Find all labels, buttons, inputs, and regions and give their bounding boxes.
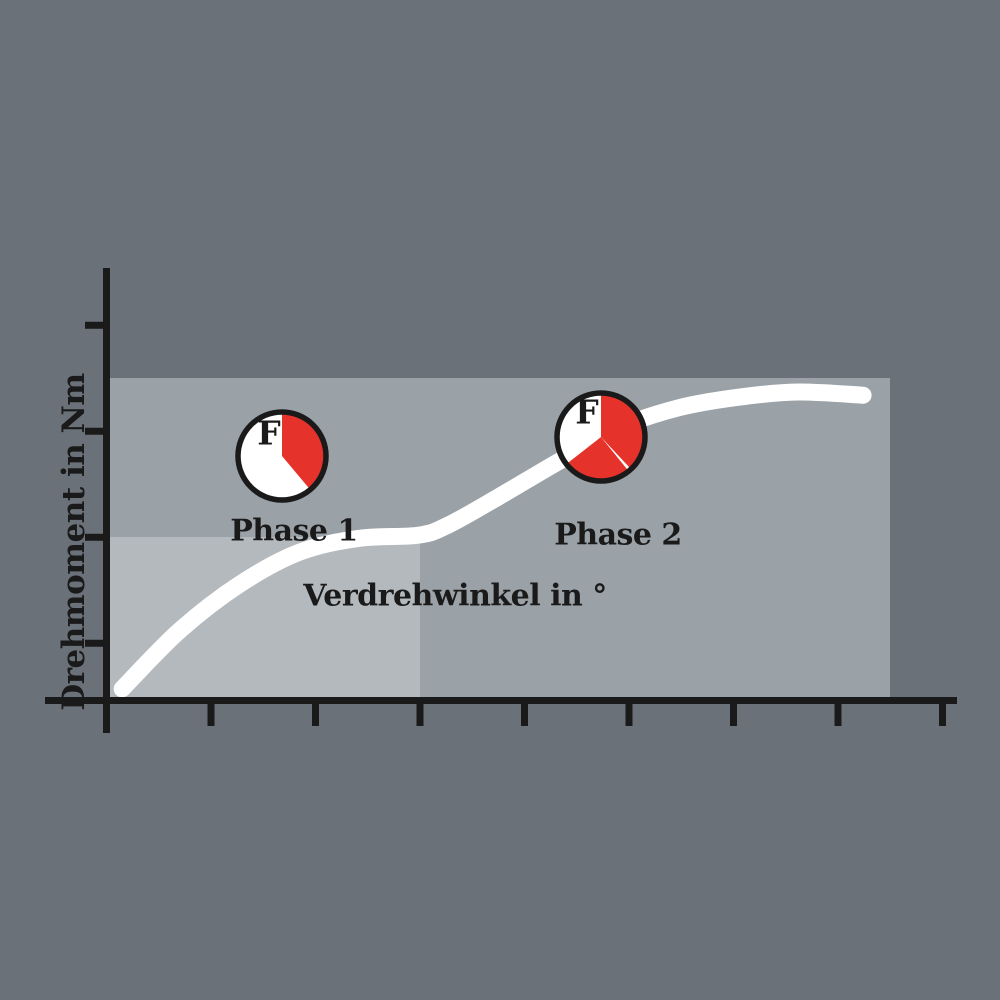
gauge-red-sector [282,412,327,490]
x-tick [521,702,528,726]
x-axis-ticks [207,702,946,726]
gauge1-force-letter: F [257,413,281,453]
y-tick [85,533,107,541]
x-tick [730,702,737,726]
x-tick [416,702,424,726]
x-axis-label: Verdrehwinkel in ° [303,578,607,614]
phase2-label: Phase 2 [554,517,682,553]
gauge2-force-letter: F [575,392,599,432]
x-tick [939,702,946,726]
x-tick [207,702,215,726]
axes [45,268,957,733]
y-tick [85,321,107,329]
phase1-label: Phase 1 [230,513,358,549]
gauge-red-sector [566,437,629,481]
x-tick [834,702,842,726]
y-axis-ticks [85,321,107,647]
x-axis-line [45,697,957,704]
force-gauge-phase2-icon [554,390,648,484]
y-tick [85,639,107,647]
x-tick [312,702,319,726]
torque-curve [113,383,872,698]
y-axis-line [103,268,110,733]
y-axis-label: Drehmoment in Nm [56,373,92,711]
y-tick [85,427,107,435]
x-tick [625,702,633,726]
force-gauge-phase1-icon [235,409,329,503]
